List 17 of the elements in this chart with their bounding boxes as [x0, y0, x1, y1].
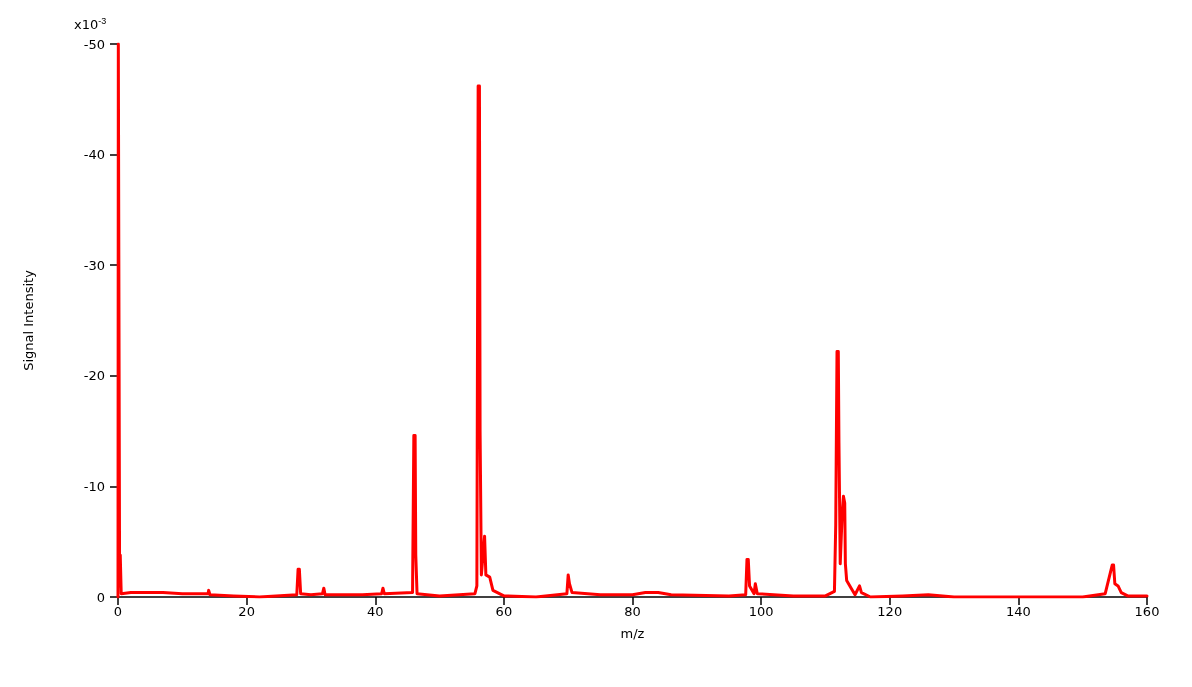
x-tick-label: 80: [624, 604, 641, 619]
y-tick-label: -50: [83, 36, 105, 52]
x-tick-label: 0: [113, 604, 123, 619]
x-tick-label: 120: [877, 604, 903, 619]
y-tick-label: -20: [83, 368, 105, 384]
x-tick-label: 40: [366, 604, 384, 619]
y-tick-label: -30: [83, 257, 105, 273]
x-tick-label: 100: [748, 604, 774, 619]
y-axis-title: Signal Intensity: [21, 269, 36, 371]
x-tick-label: 60: [495, 604, 513, 619]
x-tick-label: 140: [1005, 604, 1031, 619]
y-tick-label: -40: [83, 147, 105, 163]
x-tick-label: 160: [1134, 604, 1160, 619]
x-axis-title: m/z: [620, 626, 645, 641]
y-tick-label: 0: [96, 589, 105, 605]
x-tick-label: 20: [238, 604, 255, 619]
y-tick-label: -10: [83, 478, 105, 494]
